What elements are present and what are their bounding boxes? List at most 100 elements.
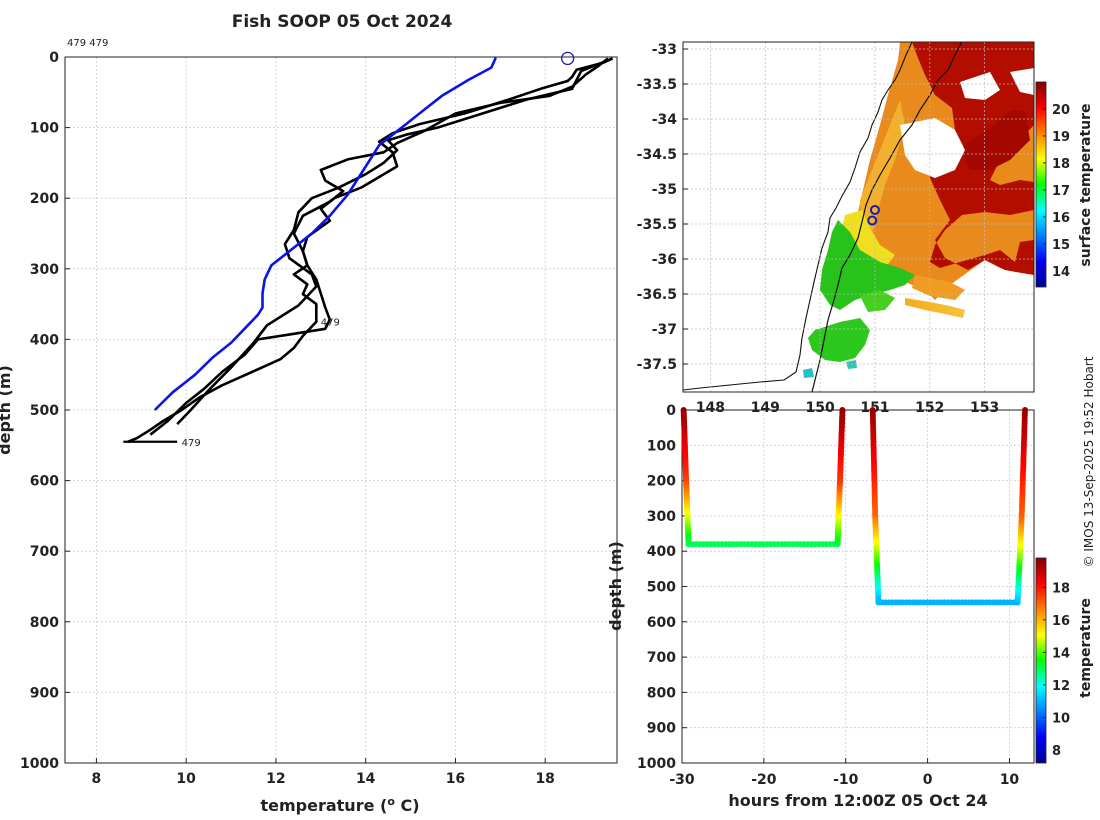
section-series <box>680 407 1028 606</box>
profile-y-tick: 800 <box>30 615 59 631</box>
profile-x-tick: 14 <box>356 771 376 787</box>
sst-cyan-spot <box>803 368 814 378</box>
map-y-tick: -33.5 <box>637 77 677 93</box>
map-colorbar <box>1035 81 1047 288</box>
map-colorbar-tick: 19 <box>1052 130 1070 145</box>
map-track-markers <box>867 205 880 226</box>
profile-line-profile-3 <box>176 57 613 425</box>
map-colorbar-tick: 18 <box>1052 157 1070 172</box>
map-content <box>683 42 1034 392</box>
profile-top-label: 479 479 <box>67 38 108 49</box>
map-x-tick: 153 <box>970 400 999 416</box>
profile-x-tick: 8 <box>92 771 102 787</box>
sst-cyan-spot <box>846 360 857 369</box>
sst-cool-patch <box>860 290 895 312</box>
section-colorbar <box>1035 557 1047 764</box>
sst-map: 148 149 150 151 152 153-33-33.5-34-34.5-35-35… <box>637 41 1094 416</box>
credit-text: © IMOS 13-Sep-2025 19:52 Hobart <box>1082 356 1096 567</box>
sst-cloud-gap <box>960 72 1000 100</box>
sst-cloud-gap <box>1010 68 1034 95</box>
profile-y-tick: 0 <box>49 50 59 66</box>
section-y-tick: 400 <box>647 544 676 560</box>
section-y-tick: 600 <box>647 615 676 631</box>
section-colorbar-label: temperature <box>1078 598 1094 698</box>
map-x-tick: 149 <box>751 400 780 416</box>
map-x-tick: 152 <box>915 400 944 416</box>
map-y-tick: -34.5 <box>637 147 677 163</box>
map-y-tick: -35 <box>652 182 677 198</box>
profile-y-tick: 600 <box>30 474 59 490</box>
section-y-tick: 500 <box>647 580 676 596</box>
map-y-tick: -34 <box>652 112 678 128</box>
section-colorbar-tick: 16 <box>1052 614 1070 629</box>
map-y-tick: -37 <box>652 322 677 338</box>
profile-tick-labels: 8 10 12 14 16 18 0 100 200 300 400 500 600 700 800 900 1… <box>20 50 555 787</box>
coastline <box>683 42 913 391</box>
profile-line-profile-1 <box>127 57 614 444</box>
map-colorbar-tick: 20 <box>1052 103 1070 118</box>
section-tick-labels: -30 -20 -10 0 100100200300400500600700800900… <box>637 403 1019 788</box>
profile-y-tick: 100 <box>30 121 59 137</box>
profile-y-tick: 200 <box>30 191 59 207</box>
profile-y-tick: 400 <box>30 332 59 348</box>
map-colorbar-tick: 17 <box>1052 184 1070 199</box>
depth-time-plot: -30 -20 -10 0 100100200300400500600700800900… <box>606 403 1094 810</box>
section-colorbar-tick: 14 <box>1052 646 1070 661</box>
section-y-label: depth (m) <box>606 541 625 631</box>
map-axes-box <box>682 41 1035 393</box>
section-point <box>839 407 846 413</box>
profile-line-climatology <box>153 57 497 411</box>
section-colorbar-tick: 12 <box>1052 679 1070 694</box>
section-grid <box>681 409 1034 764</box>
profile-y-tick: 700 <box>30 544 59 560</box>
map-colorbar-tick: 14 <box>1052 265 1070 280</box>
map-y-tick: -33 <box>652 42 677 58</box>
map-colorbar-tick: 15 <box>1052 238 1070 253</box>
section-y-tick: 200 <box>647 474 676 490</box>
profile-y-tick: 900 <box>30 685 59 701</box>
profile-annotation: 479 <box>182 438 201 449</box>
section-colorbar-tick: 18 <box>1052 581 1070 596</box>
section-y-tick: 800 <box>647 685 676 701</box>
map-colorbar-tick: 16 <box>1052 211 1070 226</box>
map-y-tick: -35.5 <box>637 217 677 233</box>
section-x-tick: 0 <box>923 772 933 788</box>
sst-cool-region <box>820 220 915 310</box>
sst-yellow-band <box>840 210 895 268</box>
track-marker <box>869 205 880 215</box>
figure-title: Fish SOOP 05 Oct 2024 <box>232 12 453 32</box>
section-colorbar-ticks: 8 10 12 14 16 18 <box>1043 581 1070 759</box>
section-point <box>1022 407 1028 413</box>
sst-warm-fringe <box>860 100 905 235</box>
section-x-tick: 10 <box>1000 772 1020 788</box>
map-x-tick: 148 <box>696 400 725 416</box>
sst-hot-eddy <box>960 110 1030 170</box>
profile-x-tick: 12 <box>266 771 285 787</box>
profile-axes-box <box>64 56 618 764</box>
map-colorbar-ticks: 14 15 16 17 18 19 20 <box>1043 103 1070 280</box>
section-y-tick: 1000 <box>637 756 676 772</box>
section-colorbar-tick: 10 <box>1052 711 1070 726</box>
profile-y-label: depth (m) <box>0 365 14 455</box>
map-grid <box>683 42 1034 392</box>
section-x-tick: -10 <box>833 772 859 788</box>
section-x-tick: -20 <box>751 772 777 788</box>
section-colorbar-tick: 8 <box>1052 744 1061 759</box>
sst-cloud-gap <box>900 118 965 178</box>
section-y-tick: 100 <box>647 438 676 454</box>
profile-annotation: 479 <box>321 317 340 328</box>
profile-x-tick: 10 <box>176 771 196 787</box>
section-y-tick: 300 <box>647 509 676 525</box>
profile-plot: 8 10 12 14 16 18 0 100 200 300 400 500 600 700 800 900 1… <box>0 38 618 815</box>
section-x-label: hours from 12:00Z 05 Oct 24 <box>728 791 987 810</box>
profile-x-label: temperature (o C) <box>260 795 419 815</box>
section-y-tick: 900 <box>647 721 676 737</box>
profile-y-tick: 300 <box>30 262 59 278</box>
profile-y-tick: 500 <box>30 403 59 419</box>
map-tick-labels: 148 149 150 151 152 153 -33 -33.5 -34 -34.5 -35 -35… <box>637 42 1000 416</box>
section-y-tick: 700 <box>647 650 676 666</box>
map-x-tick: 151 <box>860 400 889 416</box>
track-marker <box>867 215 878 226</box>
profile-x-tick: 18 <box>535 771 554 787</box>
